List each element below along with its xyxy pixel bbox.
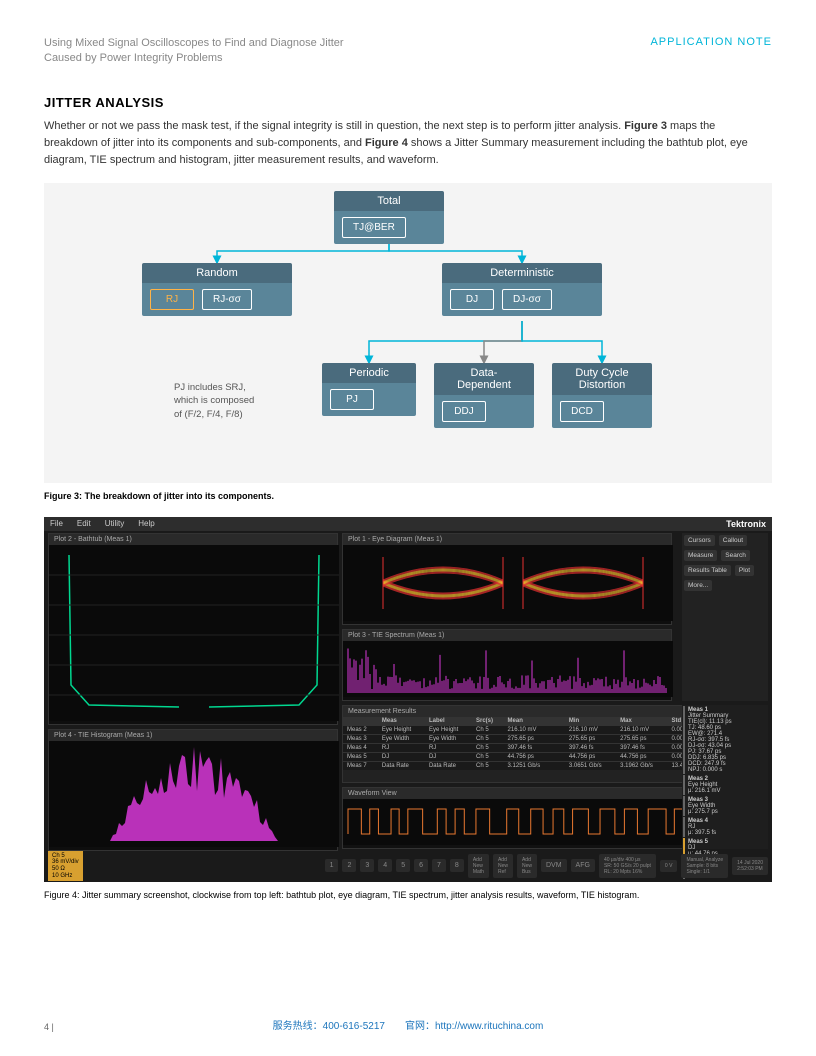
- tie-histogram-panel: Plot 4 - TIE Histogram (Meas 1): [48, 729, 338, 851]
- side-btn[interactable]: Callout: [719, 535, 747, 546]
- bottom-bar: Ch 5 36 mV/div 50 Ω 10 GHz12345678Add Ne…: [48, 854, 768, 878]
- pj-note: PJ includes SRJ, which is composed of (F…: [174, 381, 254, 421]
- tree-node-random: RandomRJRJ-σσ: [142, 263, 292, 316]
- header-title: Using Mixed Signal Oscilloscopes to Find…: [44, 36, 344, 67]
- section-title: JITTER ANALYSIS: [44, 95, 772, 110]
- tree-node-total: TotalTJ@BER: [334, 191, 444, 244]
- side-btn[interactable]: Plot: [735, 565, 754, 576]
- side-btn[interactable]: More...: [684, 580, 712, 591]
- menu-help[interactable]: Help: [138, 519, 154, 528]
- tie-spectrum-panel: Plot 3 - TIE Spectrum (Meas 1): [342, 629, 672, 701]
- menubar: File Edit Utility Help: [44, 517, 772, 531]
- bathtub-panel: Plot 2 - Bathtub (Meas 1): [48, 533, 338, 725]
- menu-edit[interactable]: Edit: [77, 519, 91, 528]
- eye-diagram-panel: Plot 1 - Eye Diagram (Meas 1): [342, 533, 672, 625]
- tree-node-dcd: Duty Cycle DistortionDCD: [552, 363, 652, 428]
- menu-file[interactable]: File: [50, 519, 63, 528]
- measurement-list: Meas 1 Jitter Summary TIE(cl): 11.13 ps …: [682, 705, 768, 849]
- body-para: Whether or not we pass the mask test, if…: [44, 118, 772, 169]
- meas-badge[interactable]: Meas 2 Eye Height μ: 216.1 mV: [683, 775, 767, 795]
- menu-utility[interactable]: Utility: [105, 519, 125, 528]
- meas-badge[interactable]: Meas 4 RJ μ: 397.5 fs: [683, 817, 767, 837]
- tree-node-periodic: PeriodicPJ: [322, 363, 416, 416]
- side-btn[interactable]: Search: [721, 550, 750, 561]
- tektronix-logo: Tektronix: [726, 519, 766, 529]
- meas-badge[interactable]: Meas 1 Jitter Summary TIE(cl): 11.13 ps …: [683, 706, 767, 774]
- figure-3-caption: Figure 3: The breakdown of jitter into i…: [44, 491, 772, 501]
- figure-4-screenshot: File Edit Utility Help Tektronix Plot 2 - B…: [44, 517, 772, 882]
- figure-4-caption: Figure 4: Jitter summary screenshot, clo…: [44, 890, 772, 900]
- side-btn[interactable]: Results Table: [684, 565, 731, 576]
- footer-contact: 服务热线：400-616-5217 官网：http://www.rituchin…: [0, 1017, 816, 1032]
- tree-node-deterministic: DeterministicDJDJ-σσ: [442, 263, 602, 316]
- meas-badge[interactable]: Meas 3 Eye Width μ: 275.7 ps: [683, 796, 767, 816]
- right-sidebar: Cursors CalloutMeasure Search Results Table…: [682, 533, 768, 701]
- header-label: APPLICATION NOTE: [650, 36, 772, 48]
- figure-3: TotalTJ@BER RandomRJRJ-σσ DeterministicDJD…: [44, 183, 772, 483]
- side-btn[interactable]: Cursors: [684, 535, 715, 546]
- side-btn[interactable]: Measure: [684, 550, 717, 561]
- tree-node-datadep: Data- DependentDDJ: [434, 363, 534, 428]
